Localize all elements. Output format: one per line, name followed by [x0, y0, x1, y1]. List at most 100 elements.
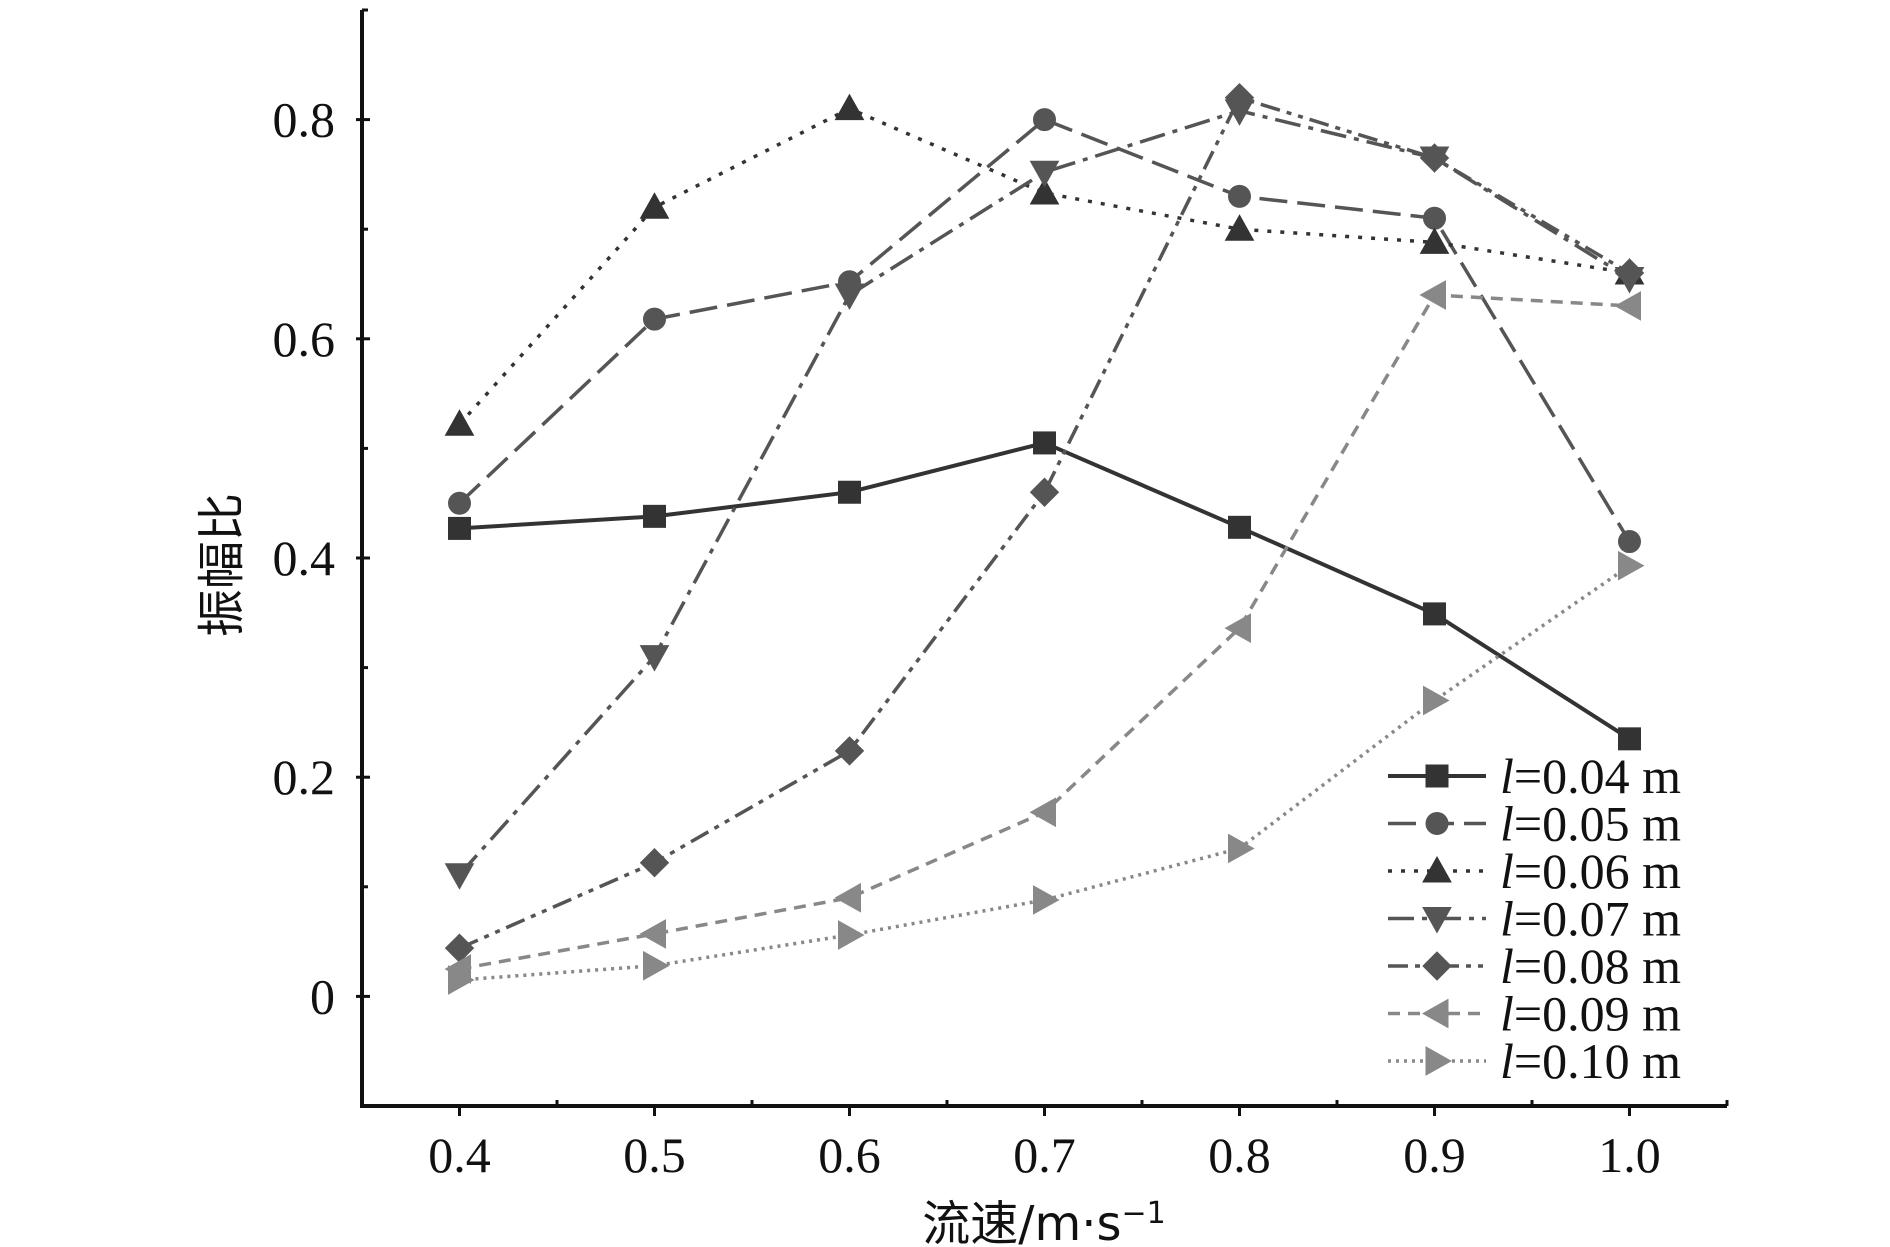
legend-label-1: l=0.04 m	[1500, 748, 1681, 804]
legend-entry-1: l=0.04 m	[1388, 748, 1681, 804]
legend-marker-6	[1421, 998, 1449, 1029]
data-point-s7-7	[1618, 550, 1645, 581]
legend-label-value: =0.08 m	[1514, 938, 1681, 994]
legend-label-5: l=0.08 m	[1500, 938, 1681, 994]
legend-marker-2	[1425, 812, 1449, 835]
legend-entry-3: l=0.06 m	[1388, 843, 1681, 899]
legend-label-var: l	[1500, 938, 1514, 994]
x-tick-label-1.0: 1.0	[1598, 1127, 1661, 1183]
y-tick-label-0.6: 0.6	[273, 311, 336, 367]
legend-label-7: l=0.10 m	[1500, 1033, 1681, 1089]
data-point-s3-6	[1419, 227, 1450, 254]
legend-entry-2: l=0.05 m	[1388, 796, 1681, 852]
data-point-s3-1	[444, 409, 475, 436]
y-tick-label-0.2: 0.2	[273, 749, 336, 805]
data-point-s6-7	[1614, 291, 1641, 321]
x-tick-label-0.8: 0.8	[1208, 1127, 1271, 1183]
x-tick-label-0.6: 0.6	[818, 1127, 881, 1183]
data-point-s7-6	[1423, 685, 1450, 716]
series-line-6	[459, 293, 1630, 971]
legend-entry-5: l=0.08 m	[1388, 938, 1681, 994]
legend-label-value: =0.04 m	[1514, 748, 1681, 804]
data-point-s7-4	[1033, 885, 1060, 915]
legend-label-var: l	[1500, 1033, 1514, 1089]
legend-label-var: l	[1500, 986, 1514, 1042]
legend-entry-6: l=0.09 m	[1388, 986, 1681, 1042]
legend-label-value: =0.06 m	[1514, 843, 1681, 899]
data-point-s3-2	[639, 192, 670, 219]
legend-label-var: l	[1500, 796, 1514, 852]
legend: l=0.04 ml=0.05 ml=0.06 ml=0.07 ml=0.08 m…	[1388, 748, 1681, 1089]
data-point-s7-3	[838, 920, 865, 950]
data-point-s2-6	[1423, 206, 1446, 230]
data-point-s1-4	[1033, 431, 1056, 455]
x-axis-title-superscript: −1	[1121, 1196, 1165, 1231]
x-axis-title: 流速/m·s−1	[922, 1196, 1165, 1247]
data-point-s2-1	[448, 491, 471, 515]
legend-label-6: l=0.09 m	[1500, 986, 1681, 1042]
data-point-s4-2	[639, 645, 670, 672]
data-point-s2-4	[1033, 108, 1056, 132]
legend-label-value: =0.05 m	[1514, 796, 1681, 852]
legend-marker-1	[1425, 764, 1449, 788]
data-point-s5-6	[1419, 143, 1450, 173]
series-line-3	[458, 106, 1630, 426]
legend-label-var: l	[1500, 843, 1514, 899]
data-point-s1-2	[643, 504, 666, 528]
legend-label-value: =0.10 m	[1514, 1033, 1681, 1089]
data-point-s4-4	[1029, 160, 1060, 188]
legend-label-value: =0.09 m	[1514, 986, 1681, 1042]
series-6	[444, 280, 1641, 984]
x-tick-label-0.9: 0.9	[1403, 1127, 1466, 1183]
data-point-s1-3	[838, 480, 861, 504]
y-axis-title: 振幅比	[194, 493, 250, 637]
data-point-s6-4	[1029, 797, 1056, 828]
y-tick-label-0: 0	[310, 968, 335, 1024]
series-3	[444, 93, 1645, 436]
series-lines	[444, 82, 1645, 995]
legend-marker-3	[1422, 855, 1452, 883]
series-5	[444, 82, 1645, 963]
legend-entry-7: l=0.10 m	[1388, 1033, 1681, 1089]
data-point-s2-7	[1618, 530, 1641, 554]
data-point-s4-1	[444, 863, 475, 890]
legend-marker-7	[1425, 1046, 1453, 1076]
legend-marker-5	[1422, 951, 1452, 981]
data-point-s7-5	[1228, 833, 1255, 864]
data-point-s6-3	[834, 882, 861, 913]
data-point-s3-3	[834, 93, 865, 121]
data-point-s7-2	[643, 950, 670, 981]
data-point-s3-4	[1029, 178, 1060, 205]
legend-label-var: l	[1500, 748, 1514, 804]
y-tick-label-0.8: 0.8	[273, 92, 336, 148]
series-2	[448, 108, 1641, 554]
data-point-s5-7	[1614, 258, 1645, 288]
y-tick-label-0.4: 0.4	[273, 530, 336, 586]
legend-label-var: l	[1500, 891, 1514, 947]
legend-entry-4: l=0.07 m	[1388, 891, 1681, 947]
data-point-s1-5	[1228, 515, 1251, 539]
data-point-s2-2	[643, 307, 666, 331]
x-tick-label-0.5: 0.5	[623, 1127, 686, 1183]
data-point-s1-1	[448, 516, 471, 540]
data-point-s1-6	[1423, 602, 1446, 626]
data-point-s1-7	[1618, 727, 1641, 751]
data-point-s5-2	[639, 847, 670, 878]
legend-label-4: l=0.07 m	[1500, 891, 1681, 947]
data-point-s5-5	[1224, 82, 1255, 113]
legend-label-3: l=0.06 m	[1500, 843, 1681, 899]
data-point-s6-6	[1419, 280, 1446, 310]
legend-marker-4	[1422, 907, 1452, 934]
data-point-s6-2	[639, 919, 666, 949]
ticks: 0.4 0.5 0.6 0.7 0.8 0.9 1.0 0 0.2 0.4 0.6 0.8	[273, 8, 1729, 1183]
x-axis-title-main: 流速/m·s	[922, 1196, 1121, 1247]
data-point-s7-1	[448, 965, 475, 995]
series-7	[448, 550, 1645, 995]
data-point-s3-5	[1224, 214, 1255, 241]
legend-label-value: =0.07 m	[1514, 891, 1681, 947]
legend-label-2: l=0.05 m	[1500, 796, 1681, 852]
data-point-s5-4	[1029, 477, 1060, 507]
data-point-s6-5	[1224, 613, 1251, 643]
